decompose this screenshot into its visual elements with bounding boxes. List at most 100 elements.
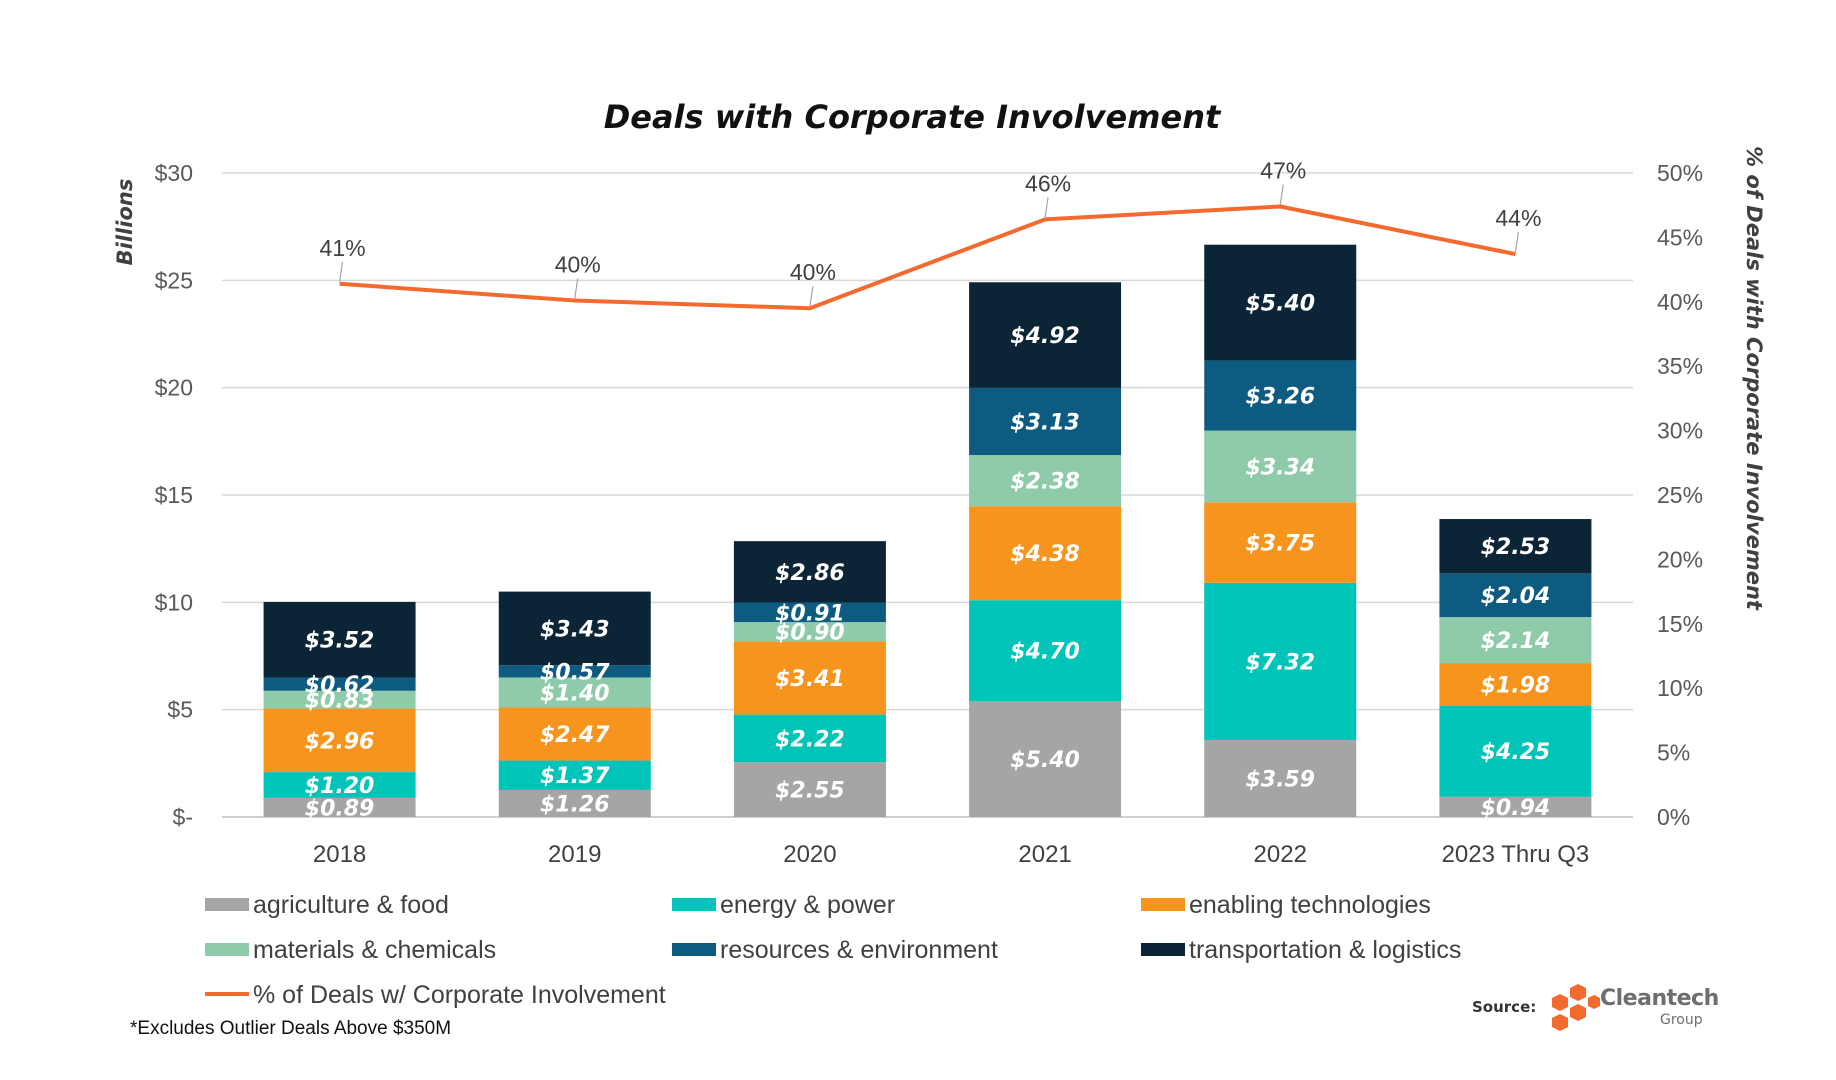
- percent-data-label: 44%: [1495, 205, 1541, 231]
- bar-data-label: $1.26: [540, 792, 610, 817]
- legend-label: % of Deals w/ Corporate Involvement: [253, 981, 666, 1009]
- bar-data-label: $2.96: [305, 729, 375, 754]
- bar-data-label: $0.91: [775, 601, 845, 626]
- percent-leader-line: [1514, 232, 1520, 253]
- bar-segment: [1204, 502, 1357, 583]
- bar-segment: [263, 677, 416, 691]
- bar-data-label: $2.53: [1481, 535, 1551, 560]
- bar-segment: [1439, 573, 1592, 618]
- bar-data-label: $0.90: [775, 621, 845, 646]
- bar-data-label: $0.83: [305, 689, 375, 714]
- chart-title: Deals with Corporate Involvement: [604, 98, 1222, 136]
- y2-tick-label: 20%: [1657, 546, 1703, 572]
- bar-data-label: $5.40: [1010, 748, 1080, 773]
- bar-segment: [969, 282, 1122, 388]
- bar-data-label: $0.89: [305, 796, 375, 821]
- cleantech-logo-sub: Group: [1660, 1012, 1703, 1028]
- bar-segment: [1439, 705, 1592, 797]
- bar-segment: [1439, 796, 1592, 817]
- bar-segment: [263, 601, 416, 678]
- y2-tick-label: 5%: [1657, 740, 1690, 766]
- bar-data-label: $4.70: [1010, 640, 1080, 665]
- x-tick-label: 2022: [1254, 841, 1307, 868]
- bar-data-label: $3.52: [305, 629, 375, 654]
- bar-segment: [1204, 244, 1357, 361]
- percent-leader-line: [1279, 184, 1284, 205]
- bar-data-label: $2.86: [775, 561, 845, 586]
- legend-label: enabling technologies: [1189, 891, 1431, 919]
- bar-segment: [1204, 739, 1357, 817]
- bar-segment: [969, 387, 1122, 456]
- bar-segment: [969, 455, 1122, 507]
- bar-segment: [1204, 360, 1357, 431]
- bar-segment: [1204, 430, 1357, 503]
- bar-data-label: $2.38: [1010, 470, 1080, 495]
- bar-data-label: $0.94: [1481, 796, 1551, 821]
- bar-segment: [263, 772, 416, 798]
- x-tick-label: 2020: [783, 841, 836, 868]
- y-tick-label: $10: [155, 589, 193, 615]
- percent-data-label: 40%: [555, 252, 601, 278]
- bar-segment: [498, 707, 651, 761]
- bar-data-label: $3.75: [1245, 532, 1315, 557]
- bar-segment: [1439, 617, 1592, 664]
- percent-leader-line: [338, 261, 344, 282]
- bar-data-label: $5.40: [1245, 292, 1315, 317]
- bar-data-label: $3.34: [1245, 455, 1315, 480]
- bar-segment: [1439, 663, 1592, 706]
- bar-data-label: $2.22: [775, 727, 845, 752]
- y2-tick-label: 25%: [1657, 482, 1703, 508]
- y-tick-label: $5: [167, 697, 193, 723]
- x-tick-label: 2023 Thru Q3: [1442, 841, 1590, 868]
- bar-segment: [1439, 519, 1592, 574]
- bar-data-label: $4.38: [1010, 542, 1080, 567]
- bar-segment: [263, 690, 416, 709]
- legend-label: materials & chemicals: [253, 936, 496, 964]
- bar-segment: [498, 665, 651, 678]
- bar-segment: [733, 622, 886, 642]
- gridlines: [222, 172, 1633, 818]
- bar-segment: [498, 789, 651, 817]
- y2-axis-title: % of Deals with Corporate Involvement: [1742, 146, 1766, 611]
- percent-leader-line: [809, 286, 814, 307]
- y2-tick-label: 40%: [1657, 289, 1703, 315]
- percent-data-label: 41%: [320, 235, 366, 261]
- y-tick-label: $15: [155, 482, 193, 508]
- y-tick-label: $20: [155, 375, 193, 401]
- bar-data-label: $1.40: [540, 681, 610, 706]
- y2-tick-label: 10%: [1657, 675, 1703, 701]
- bar-data-label: $2.14: [1481, 629, 1551, 654]
- bar-data-label: $7.32: [1245, 650, 1315, 675]
- percent-data-label: 46%: [1025, 170, 1071, 196]
- bar-segment: [969, 600, 1122, 702]
- y-tick-label: $30: [155, 160, 193, 186]
- segment-labels: $0.89$1.20 $2.96 $0.83$0.62 $3.52 $1.26 $1.37…: [305, 292, 1550, 822]
- legend-label: energy & power: [720, 891, 895, 919]
- bar-data-label: $3.43: [540, 617, 610, 642]
- percent-line: [339, 204, 1516, 311]
- bar-segment: [498, 760, 651, 790]
- legend-label: resources & environment: [720, 936, 998, 964]
- source-label: Source:: [1472, 998, 1537, 1016]
- bar-segment: [733, 714, 886, 763]
- legend-label: transportation & logistics: [1189, 936, 1461, 964]
- percent-leader-line: [1044, 197, 1049, 218]
- bar-segment: [498, 591, 651, 666]
- legend-swatch: [672, 943, 716, 956]
- bar-segment: [1204, 582, 1357, 740]
- bar-segment: [733, 541, 886, 603]
- bar-data-label: $2.04: [1481, 584, 1551, 609]
- y2-tick-label: 30%: [1657, 418, 1703, 444]
- percent-data-label: 40%: [790, 259, 836, 285]
- legend-label: agriculture & food: [253, 891, 449, 919]
- y2-tick-label: 35%: [1657, 353, 1703, 379]
- x-tick-label: 2021: [1018, 841, 1071, 868]
- x-tick-label: 2018: [313, 841, 366, 868]
- bar-segment: [263, 708, 416, 773]
- bar-data-label: $0.62: [305, 673, 375, 698]
- legend-swatch: [1141, 943, 1185, 956]
- x-tick-label: 2019: [548, 841, 601, 868]
- bar-data-label: $1.98: [1481, 673, 1551, 698]
- bar-data-label: $3.13: [1010, 410, 1080, 435]
- bar-segment: [263, 797, 416, 817]
